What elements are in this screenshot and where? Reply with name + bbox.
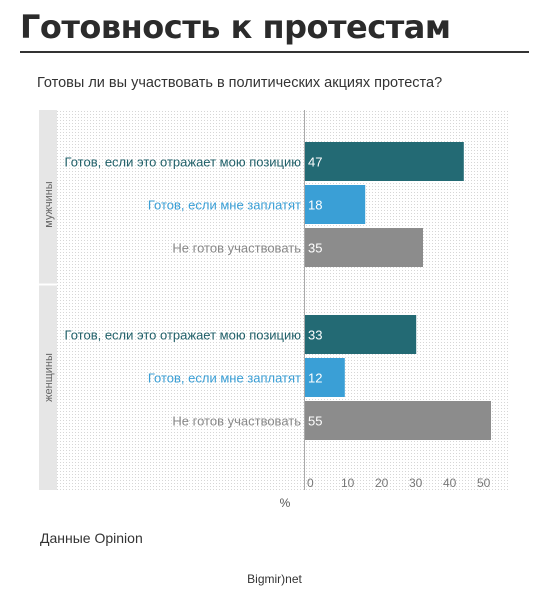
bar-value-label: 35 — [308, 241, 322, 256]
bar-value-label: 47 — [308, 155, 322, 170]
group-label: мужчины — [43, 181, 55, 227]
bar-value-label: 55 — [308, 414, 322, 429]
bar — [304, 228, 423, 267]
bar — [304, 142, 464, 181]
x-tick-label: 40 — [443, 476, 457, 490]
bar-category-label: Готов, если это отражает мою позицию — [65, 155, 302, 170]
bar-value-label: 12 — [308, 371, 322, 386]
bar-category-label: Не готов участвовать — [172, 414, 301, 429]
bar-category-label: Готов, если это отражает мою позицию — [65, 328, 302, 343]
data-source: Данные Opinion — [40, 530, 143, 546]
bar — [304, 401, 491, 440]
brand-footer: Bigmir)net — [247, 572, 302, 586]
bar — [304, 315, 417, 354]
group-label-strip — [39, 110, 57, 490]
x-tick-label: 20 — [375, 476, 389, 490]
bar-category-label: Готов, если мне заплатят — [148, 198, 301, 213]
bar — [304, 185, 366, 224]
title-divider — [20, 51, 529, 53]
group-label: женщины — [43, 353, 55, 402]
x-tick-label: 0 — [307, 476, 314, 490]
x-axis-label: % — [280, 496, 291, 510]
bar-value-label: 33 — [308, 328, 322, 343]
bar-value-label: 18 — [308, 198, 322, 213]
x-tick-label: 50 — [477, 476, 491, 490]
bar-category-label: Не готов участвовать — [172, 241, 301, 256]
chart-subtitle: Готовы ли вы участвовать в политических … — [37, 75, 443, 91]
page-title: Готовность к протестам — [20, 8, 451, 46]
x-tick-label: 10 — [341, 476, 355, 490]
x-tick-label: 30 — [409, 476, 423, 490]
bar — [304, 358, 345, 397]
bar-category-label: Готов, если мне заплатят — [148, 371, 301, 386]
